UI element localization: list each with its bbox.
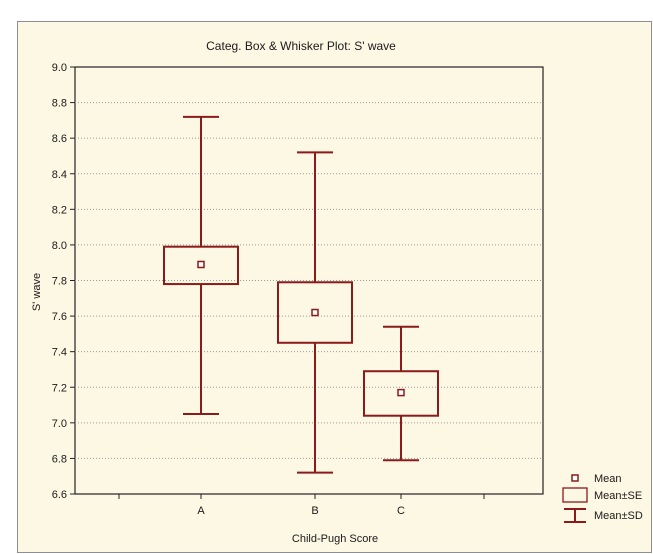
x-tick-label: C: [397, 505, 405, 517]
y-tick-label: 7.6: [52, 311, 67, 323]
se-box: [363, 370, 439, 417]
y-tick-label: 8.6: [52, 133, 67, 145]
legend-label-mean: Mean: [594, 473, 622, 485]
x-tick-label: B: [311, 505, 318, 517]
mean-marker: [197, 260, 205, 269]
y-axis-label: S' wave: [31, 273, 43, 311]
y-tick-label: 8.8: [52, 98, 67, 110]
y-tick-label: 6.8: [52, 453, 67, 465]
y-tick-label: 7.4: [52, 347, 67, 359]
legend-se-box: [562, 487, 588, 503]
chart-title: Categ. Box & Whisker Plot: S' wave: [206, 39, 396, 53]
y-tick-label: 9.0: [52, 62, 67, 74]
y-tick-label: 7.2: [52, 382, 67, 394]
y-tick-label: 7.0: [52, 418, 67, 430]
y-tick-label: 8.4: [52, 169, 67, 181]
se-box: [277, 281, 353, 344]
mean-marker: [311, 308, 319, 317]
legend-label-sd: Mean±SD: [594, 510, 643, 522]
x-axis-label: Child-Pugh Score: [292, 533, 378, 545]
box-whisker-chart: Categ. Box & Whisker Plot: S' wave S' wa…: [31, 39, 643, 545]
legend-label-se: Mean±SE: [594, 490, 642, 502]
y-tick-label: 6.6: [52, 489, 67, 501]
se-box: [163, 245, 239, 286]
x-tick-label: A: [197, 505, 205, 517]
y-tick-label: 8.0: [52, 240, 67, 252]
mean-marker: [397, 388, 405, 397]
y-tick-label: 7.8: [52, 276, 67, 288]
chart-figure: Categ. Box & Whisker Plot: S' wave S' wa…: [17, 21, 652, 553]
legend-mean-marker: [571, 474, 579, 482]
y-tick-label: 8.2: [52, 204, 67, 216]
